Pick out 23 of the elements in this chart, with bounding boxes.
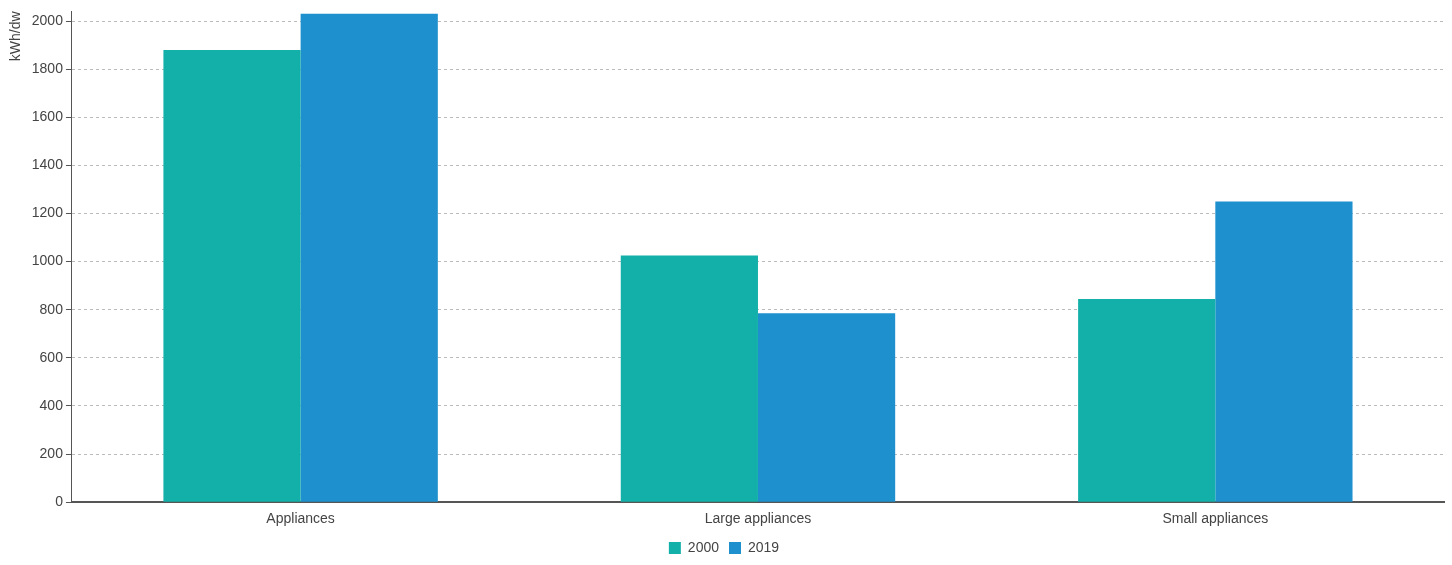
bar: [757, 313, 896, 502]
bar: [620, 255, 758, 502]
x-tick-label: Small appliances: [1162, 510, 1269, 527]
y-tick-label: 1600: [31, 108, 64, 125]
legend-label: 2000: [687, 538, 720, 555]
y-tick-label: 1000: [31, 252, 64, 269]
bar: [300, 13, 438, 502]
bar: [163, 49, 301, 502]
y-tick-label: 1200: [31, 204, 64, 221]
x-tick-label: Large appliances: [704, 510, 812, 527]
bar: [1078, 298, 1216, 502]
y-tick-label: 1800: [31, 60, 64, 76]
legend-label: 2019: [748, 538, 780, 555]
bar: [1215, 201, 1353, 502]
y-tick-label: 200: [39, 444, 64, 461]
y-tick-label: 1400: [31, 156, 64, 173]
y-tick-label: 400: [39, 396, 64, 413]
x-tick-label: Appliances: [266, 510, 335, 527]
y-axis-title: kWh/dw: [7, 10, 24, 62]
y-tick-label: 800: [39, 300, 64, 317]
y-tick-label: 0: [55, 493, 64, 510]
y-tick-label: 2000: [31, 11, 64, 28]
y-tick-label: 600: [39, 348, 64, 365]
